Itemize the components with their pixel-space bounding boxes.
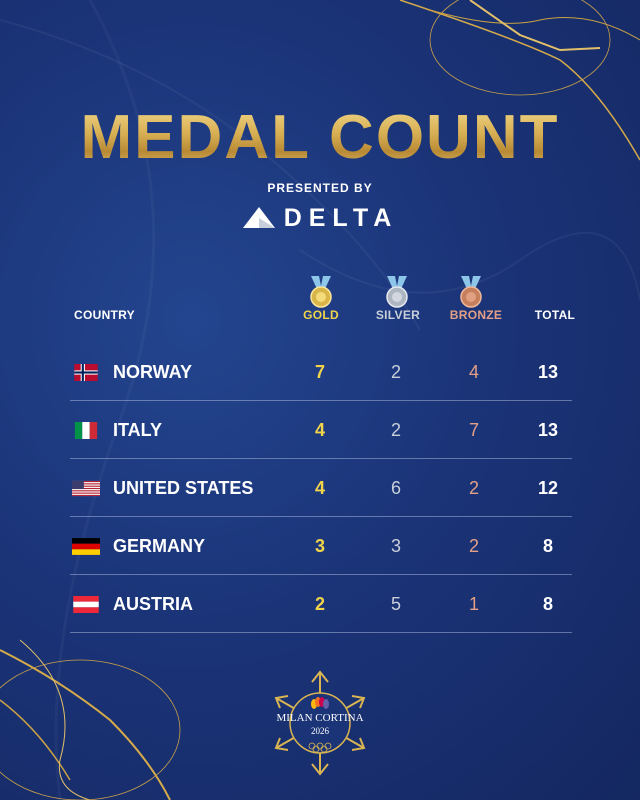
italy-flag-icon xyxy=(74,422,98,439)
table-row: GERMANY 3 3 2 8 xyxy=(70,517,572,575)
gold-count: 7 xyxy=(314,362,325,382)
silver-count: 2 xyxy=(390,362,401,382)
bronze-count: 1 xyxy=(468,594,479,614)
delta-triangle-icon xyxy=(242,207,275,228)
sponsor-logo: DELTA xyxy=(0,200,640,236)
silver-medal-icon xyxy=(386,276,408,308)
austria-flag-icon xyxy=(73,596,99,613)
total-count: 8 xyxy=(542,594,553,614)
header-total: TOTAL xyxy=(534,308,576,322)
bronze-count: 2 xyxy=(468,478,479,498)
norway-flag-icon xyxy=(74,364,98,381)
silver-count: 2 xyxy=(390,420,401,440)
gold-count: 4 xyxy=(314,420,325,440)
page-title: MEDAL COUNT xyxy=(0,102,640,173)
silver-count: 3 xyxy=(390,536,401,556)
silver-count: 6 xyxy=(390,478,401,498)
bronze-count: 4 xyxy=(468,362,479,382)
header-bronze: BRONZE xyxy=(449,308,503,322)
total-count: 13 xyxy=(537,362,559,382)
table-row: NORWAY 7 2 4 13 xyxy=(70,343,572,401)
table-row: AUSTRIA 2 5 1 8 xyxy=(70,575,572,633)
gold-count: 4 xyxy=(314,478,325,498)
header-silver: SILVER xyxy=(375,308,421,322)
country-name: AUSTRIA xyxy=(113,594,193,614)
total-count: 8 xyxy=(542,536,553,556)
country-name: UNITED STATES xyxy=(113,478,254,498)
table-row: UNITED STATES 4 6 2 12 xyxy=(70,459,572,517)
gold-count: 2 xyxy=(314,594,325,614)
logo-line1: MILAN CORTINA xyxy=(276,712,364,724)
header-country: COUNTRY xyxy=(74,308,135,322)
gold-medal-icon xyxy=(310,276,332,308)
milan-cortina-snowflake-logo: MILAN CORTINA 2026 xyxy=(268,668,372,778)
gold-count: 3 xyxy=(314,536,325,556)
silver-count: 5 xyxy=(390,594,401,614)
presented-by-label: PRESENTED BY xyxy=(267,181,373,195)
country-name: NORWAY xyxy=(113,362,193,382)
bronze-medal-icon xyxy=(460,276,482,308)
country-name: GERMANY xyxy=(113,536,206,556)
total-count: 12 xyxy=(537,478,559,498)
sponsor-name: DELTA xyxy=(283,203,399,232)
snowflake-emblem-icon xyxy=(274,670,366,776)
header-gold: GOLD xyxy=(303,308,339,322)
total-count: 13 xyxy=(537,420,559,440)
bronze-count: 2 xyxy=(468,536,479,556)
logo-year: 2026 xyxy=(311,726,329,736)
germany-flag-icon xyxy=(72,538,100,555)
bronze-count: 7 xyxy=(468,420,479,440)
country-name: ITALY xyxy=(113,420,163,440)
usa-flag-icon xyxy=(72,480,100,497)
table-row: ITALY 4 2 7 13 xyxy=(70,401,572,459)
